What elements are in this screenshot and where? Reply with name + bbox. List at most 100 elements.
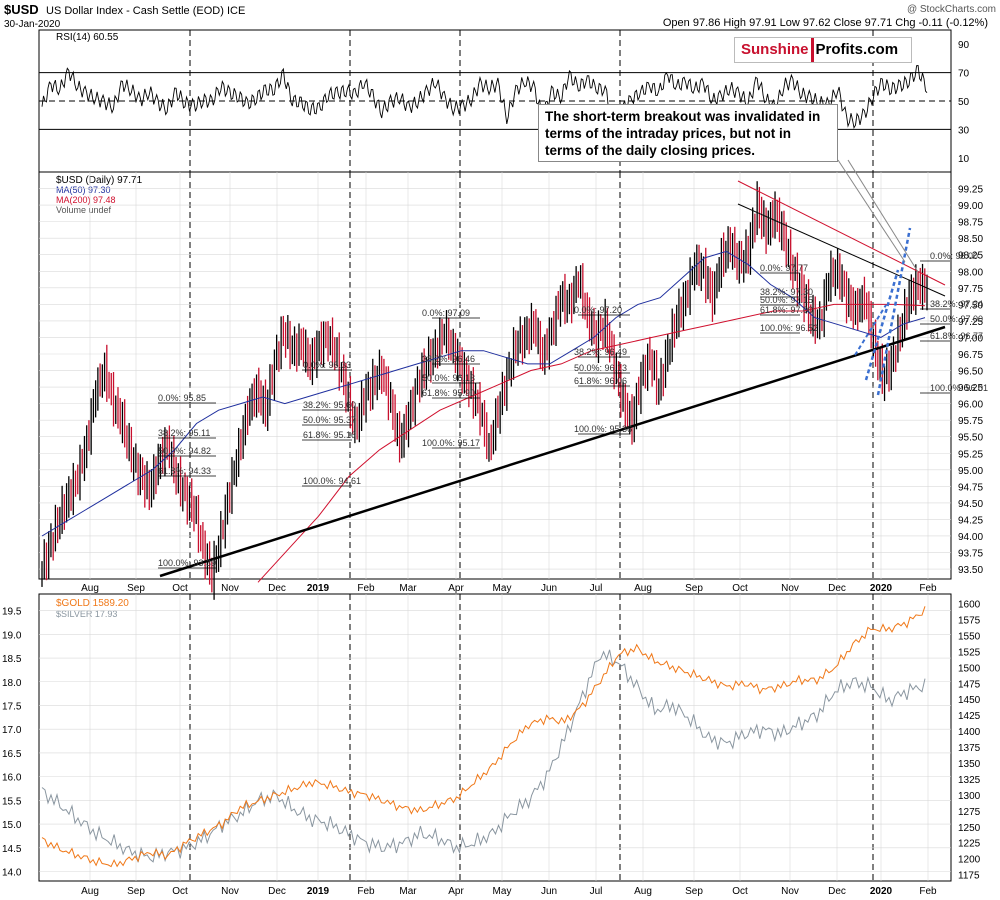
metals-x-tick-label: 2019 — [307, 886, 330, 897]
gold-y-tick-label: 1425 — [958, 711, 981, 722]
fib-label: 100.0%: 95.36 — [574, 424, 632, 434]
gold-y-tick-label: 1475 — [958, 679, 981, 690]
usd-x-tick-label: Sep — [127, 583, 145, 594]
usd-x-tick-label: Feb — [919, 583, 937, 594]
fib-label: 50.0%: 96.13 — [574, 363, 627, 373]
metals-x-tick-label: Dec — [828, 886, 846, 897]
gold-y-tick-label: 1375 — [958, 743, 981, 754]
usd-y-tick-label: 98.25 — [958, 251, 983, 262]
resistance-trendline-red — [737, 180, 946, 286]
usd-x-tick-label: Dec — [828, 583, 846, 594]
series-layer — [41, 64, 928, 868]
usd-y-tick-label: 96.50 — [958, 367, 983, 378]
usd-x-tick-label: 2019 — [307, 583, 330, 594]
silver-y-tick-label: 15.5 — [2, 796, 22, 807]
logo-divider — [810, 38, 814, 62]
usd-x-tick-label: Feb — [357, 583, 375, 594]
usd-y-tick-label: 95.50 — [958, 433, 983, 444]
usd-y-tick-label: 96.00 — [958, 400, 983, 411]
fib-label: 61.8%: 96.77 — [930, 331, 983, 341]
fib-label: 61.8%: 97.00 — [760, 305, 813, 315]
blue-dotted-channel-2 — [864, 269, 900, 381]
fib-label: 61.8%: 95.90 — [422, 388, 475, 398]
label-layer: Aug Sep Oct Nov Dec 2019 Feb Mar Apr May Jun Jul Aug… — [2, 40, 988, 897]
ohlc-readout: Open 97.86 High 97.91 Low 97.62 Close 97… — [663, 17, 988, 29]
metals-x-tick-label: May — [493, 886, 512, 897]
rsi-y-tick-label: 70 — [958, 69, 970, 80]
long-support-trendline — [159, 325, 946, 578]
sunshine-profits-logo: Sunshine Profits.com — [734, 37, 912, 63]
gold-y-tick-label: 1450 — [958, 695, 981, 706]
fib-label: 50.0%: 97.00 — [930, 314, 983, 324]
gold-y-tick-label: 1600 — [958, 600, 981, 611]
silver-y-tick-label: 17.0 — [2, 725, 22, 736]
usd-y-tick-label: 98.00 — [958, 267, 983, 278]
usd-y-tick-label: 95.00 — [958, 466, 983, 477]
usd-x-tick-label: Dec — [268, 583, 286, 594]
gold-y-tick-label: 1250 — [958, 823, 981, 834]
usd-x-tick-label: Oct — [732, 583, 748, 594]
fib-label: 0.0%: 98.00 — [930, 251, 978, 261]
metals-x-tick-label: 2020 — [870, 886, 893, 897]
gold-y-tick-label: 1550 — [958, 631, 981, 642]
callout-pointer-1 — [837, 159, 906, 263]
usd-x-tick-label: Oct — [172, 583, 188, 594]
usd-y-tick-label: 93.50 — [958, 565, 983, 576]
rsi-legend: RSI(14) 60.55 — [56, 32, 119, 43]
resistance-trendline — [737, 203, 946, 297]
gold-y-tick-label: 1350 — [958, 759, 981, 770]
usd-y-tick-label: 94.50 — [958, 499, 983, 510]
ma200-line — [257, 303, 926, 583]
blue-dotted-channel-3 — [854, 304, 887, 356]
callout-pointer-2 — [847, 159, 919, 273]
fib-label: 100.0%: 96.01 — [930, 383, 988, 393]
usd-legend-ma50: MA(50) 97.30 — [56, 185, 111, 195]
metals-x-tick-label: Aug — [634, 886, 652, 897]
metals-x-tick-label: Feb — [357, 886, 375, 897]
fib-label: 38.2%: 97.30 — [760, 287, 813, 297]
fib-label: 50.0%: 94.82 — [158, 446, 211, 456]
usd-x-tick-label: Aug — [81, 583, 99, 594]
usd-x-tick-label: Apr — [448, 583, 464, 594]
metals-x-tick-label: Feb — [919, 886, 937, 897]
usd-y-tick-label: 93.75 — [958, 549, 983, 560]
usd-y-tick-label: 99.25 — [958, 185, 983, 196]
usd-x-tick-label: Jul — [590, 583, 603, 594]
ma50-line — [41, 250, 926, 537]
usd-y-tick-label: 99.00 — [958, 201, 983, 212]
usd-x-tick-label: Aug — [634, 583, 652, 594]
gold-y-tick-label: 1575 — [958, 616, 981, 627]
usd-y-tick-label: 97.75 — [958, 284, 983, 295]
silver-y-tick-label: 16.5 — [2, 749, 22, 760]
usd-y-tick-label: 95.25 — [958, 449, 983, 460]
gold-y-tick-label: 1525 — [958, 647, 981, 658]
metals-x-tick-label: Sep — [685, 886, 703, 897]
silver-y-tick-label: 14.5 — [2, 844, 22, 855]
fib-label: 100.0%: 95.17 — [422, 438, 480, 448]
fib-label: 100.0%: 94.61 — [303, 476, 361, 486]
usd-y-tick-label: 97.25 — [958, 317, 983, 328]
metals-x-tick-label: Aug — [81, 886, 99, 897]
metals-x-tick-label: Sep — [127, 886, 145, 897]
gold-y-tick-label: 1275 — [958, 807, 981, 818]
metals-x-tick-label: Mar — [399, 886, 417, 897]
usd-y-tick-label: 95.75 — [958, 416, 983, 427]
fib-label: 0.0%: 96.33 — [303, 360, 351, 370]
fib-label: 38.2%: 95.60 — [303, 400, 356, 410]
usd-x-tick-label: Mar — [399, 583, 417, 594]
gold-y-tick-label: 1225 — [958, 839, 981, 850]
gold-y-tick-label: 1325 — [958, 775, 981, 786]
usd-y-tick-label: 94.25 — [958, 515, 983, 526]
fib-label: 61.8%: 94.33 — [158, 466, 211, 476]
annotation-callout: The short-term breakout was invalidated … — [538, 104, 838, 162]
fib-label: 50.0%: 95.37 — [303, 415, 356, 425]
gold-line — [41, 606, 926, 868]
usd-y-tick-label: 96.75 — [958, 350, 983, 361]
usd-legend-volume: Volume undef — [56, 205, 112, 215]
metals-x-tick-label: Jul — [590, 886, 603, 897]
metals-legend-silver: $SILVER 17.93 — [56, 609, 117, 619]
rsi-y-tick-label: 30 — [958, 125, 970, 136]
fib-label: 38.2%: 96.46 — [422, 354, 475, 364]
usd-x-tick-label: Nov — [781, 583, 799, 594]
